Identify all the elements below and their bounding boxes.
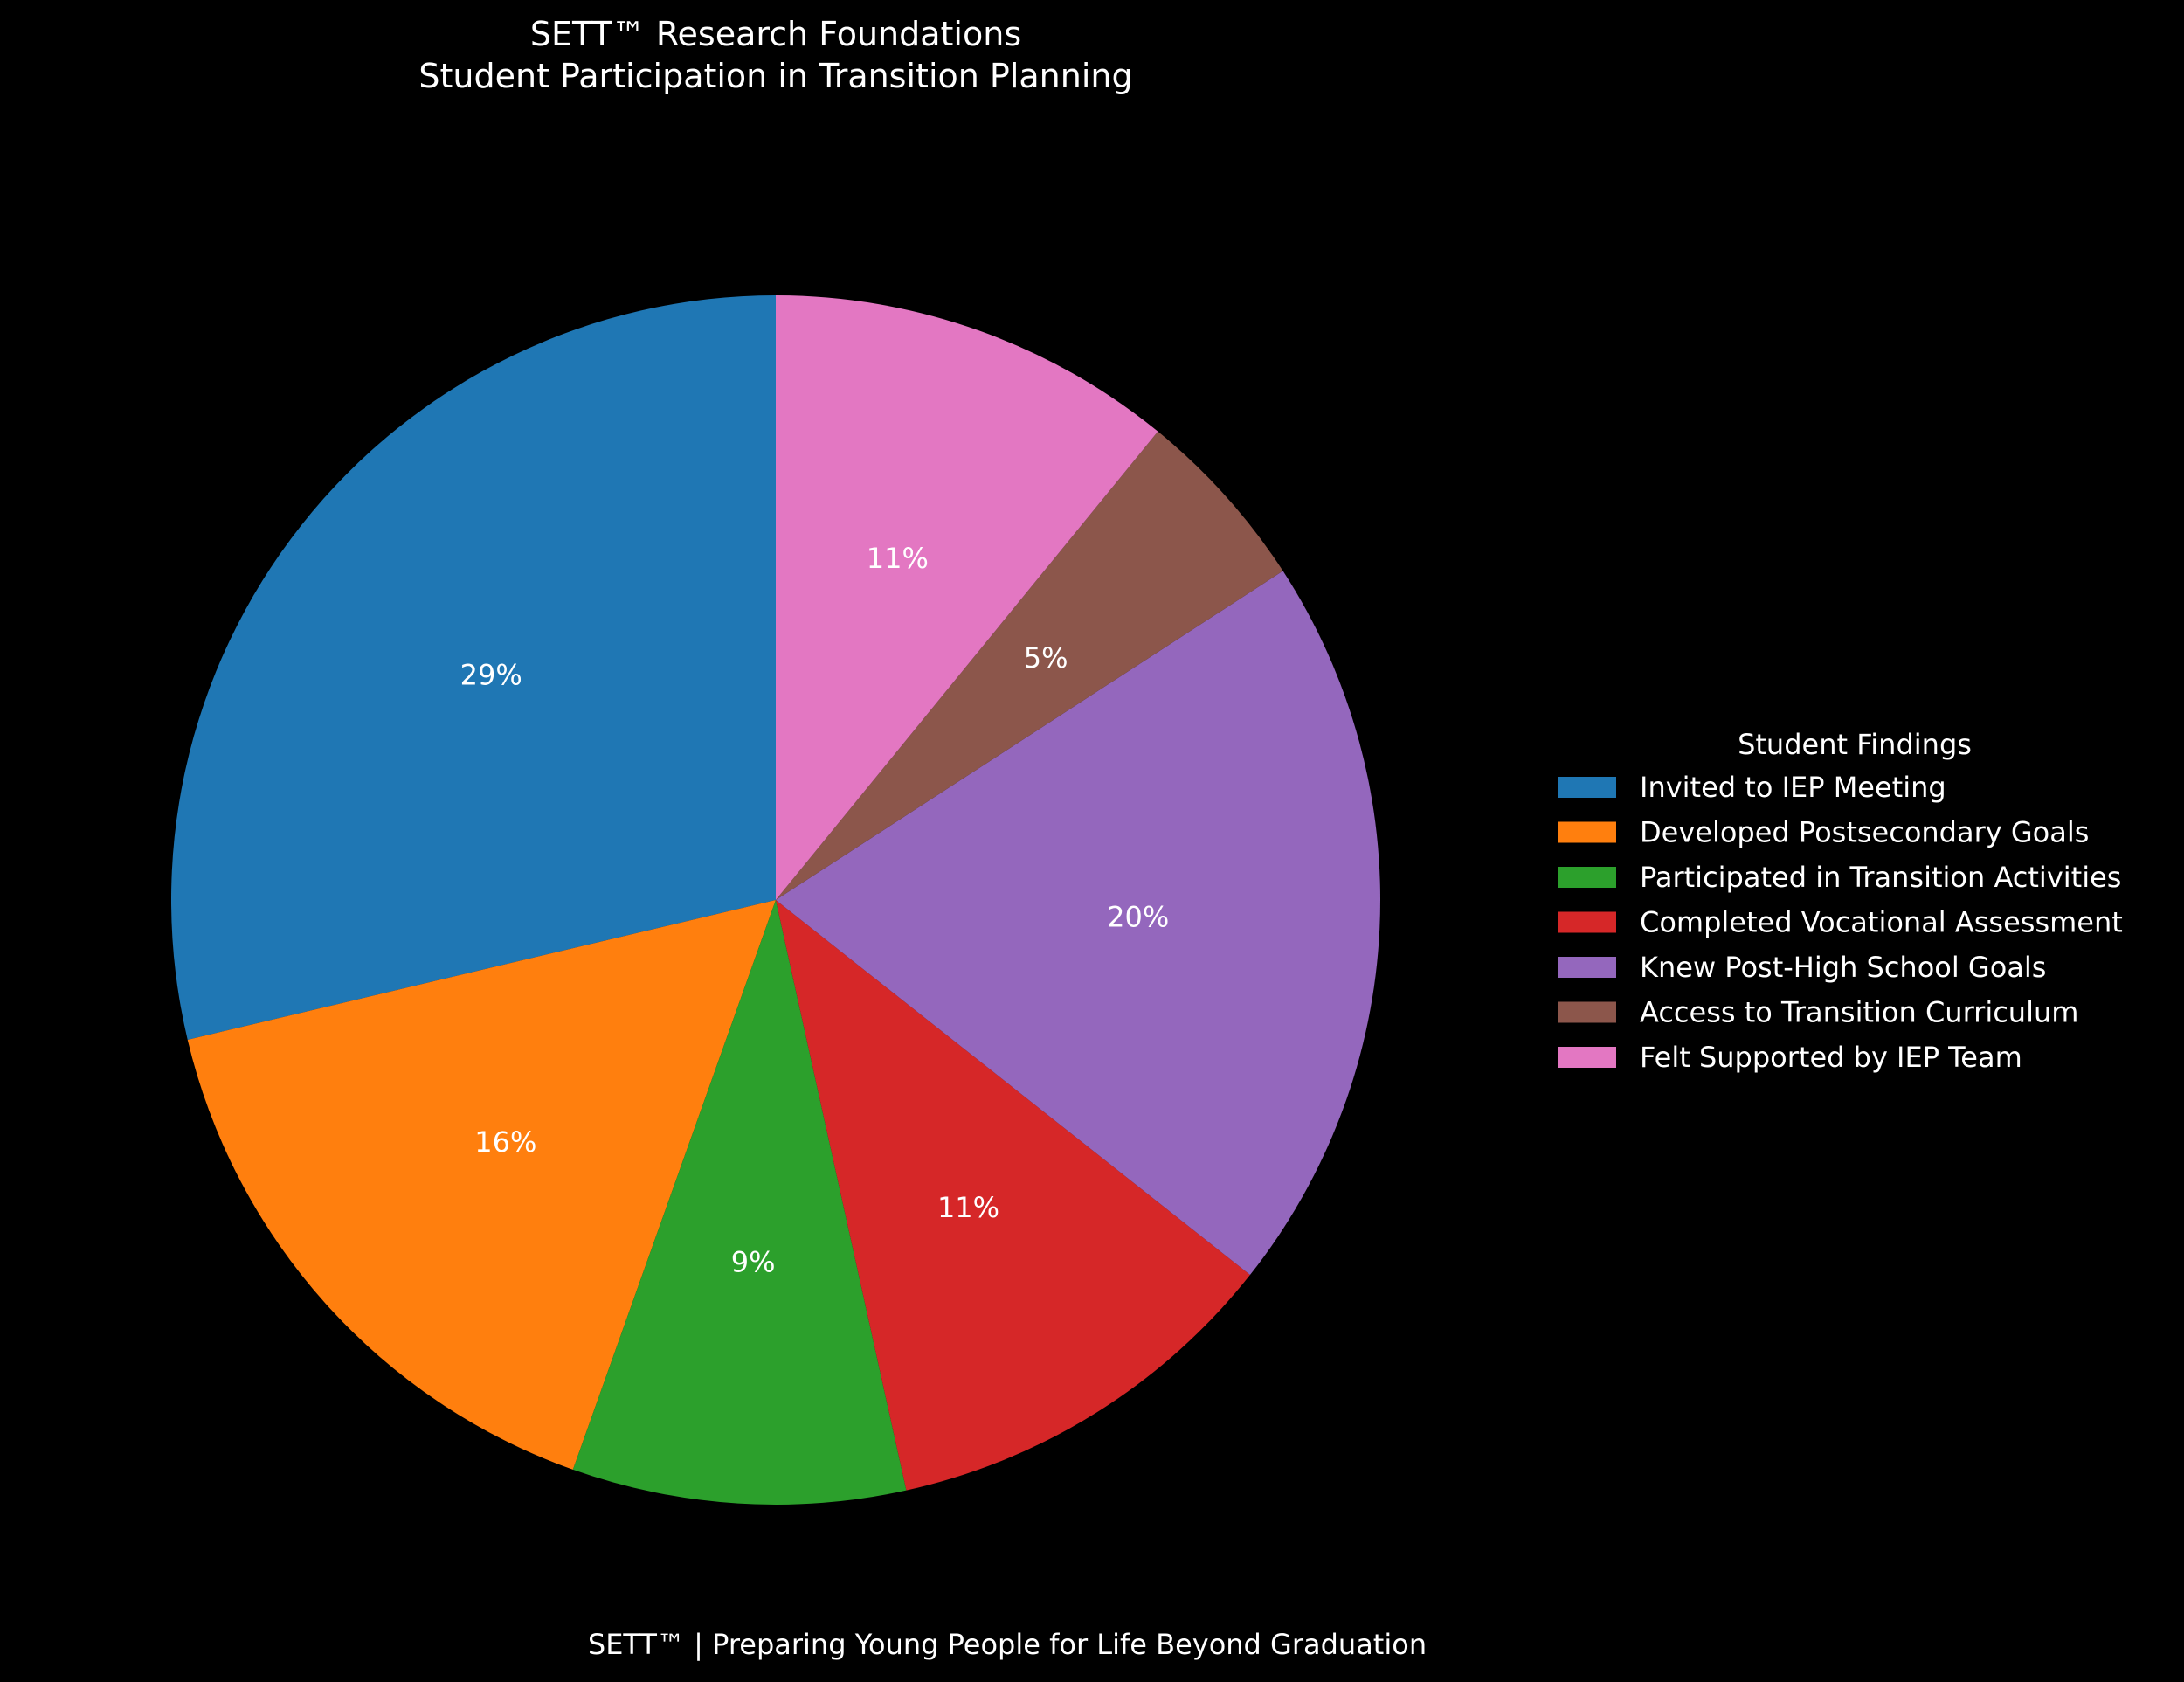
slice-percent-label-6: 5% (1024, 641, 1068, 675)
pie-slice-5 (776, 571, 1380, 1276)
legend-swatch-1 (1558, 777, 1616, 798)
slice-percent-label-1: 29% (460, 659, 522, 692)
legend-label-7: Felt Supported by IEP Team (1640, 1041, 2022, 1074)
legend-label-1: Invited to IEP Meeting (1640, 771, 1946, 804)
legend-items: Invited to IEP Meeting Developed Postseco… (1558, 771, 2123, 1074)
pie-slice-6 (776, 431, 1283, 900)
legend-title: Student Findings (1738, 728, 1972, 761)
chart-title: SETT™ Research Foundations (530, 15, 1021, 53)
legend-item: Completed Vocational Assessment (1558, 906, 2123, 939)
legend-item: Participated in Transition Activities (1558, 861, 2121, 894)
pie-slice-4 (776, 900, 1250, 1491)
legend-item: Access to Transition Curriculum (1558, 996, 2078, 1029)
pie-slice-1 (170, 295, 776, 1040)
legend-swatch-5 (1558, 957, 1616, 978)
legend-label-5: Knew Post-High School Goals (1640, 951, 2046, 984)
legend-label-3: Participated in Transition Activities (1640, 861, 2121, 894)
slice-percent-label-5: 20% (1107, 900, 1169, 933)
slice-percent-label-3: 9% (731, 1245, 776, 1278)
chart-subtitle: Student Participation in Transition Plan… (418, 57, 1132, 95)
legend-label-4: Completed Vocational Assessment (1640, 906, 2123, 939)
legend-swatch-6 (1558, 1001, 1616, 1023)
slice-percent-label-4: 11% (937, 1191, 999, 1224)
legend-swatch-4 (1558, 911, 1616, 933)
legend-item: Felt Supported by IEP Team (1558, 1041, 2022, 1074)
legend: Student Findings Invited to IEP Meeting D… (1558, 728, 2123, 1074)
pie-slice-3 (572, 900, 907, 1505)
legend-swatch-7 (1558, 1047, 1616, 1068)
pie-slice-2 (187, 900, 776, 1470)
legend-swatch-2 (1558, 821, 1616, 843)
slice-percent-label-2: 16% (474, 1125, 536, 1159)
legend-item: Knew Post-High School Goals (1558, 951, 2046, 984)
pie-slice-7 (776, 295, 1158, 900)
slice-percent-labels: 29% 16% 9% 11% 20% 5% 11% (460, 542, 1170, 1279)
legend-swatch-3 (1558, 867, 1616, 888)
legend-label-6: Access to Transition Curriculum (1640, 996, 2078, 1029)
legend-item: Developed Postsecondary Goals (1558, 816, 2089, 849)
slice-percent-label-7: 11% (867, 542, 929, 575)
legend-label-2: Developed Postsecondary Goals (1640, 816, 2089, 849)
chart-footer: SETT™ | Preparing Young People for Life … (588, 1628, 1427, 1661)
legend-item: Invited to IEP Meeting (1558, 771, 1946, 804)
pie-slices (170, 295, 1380, 1505)
